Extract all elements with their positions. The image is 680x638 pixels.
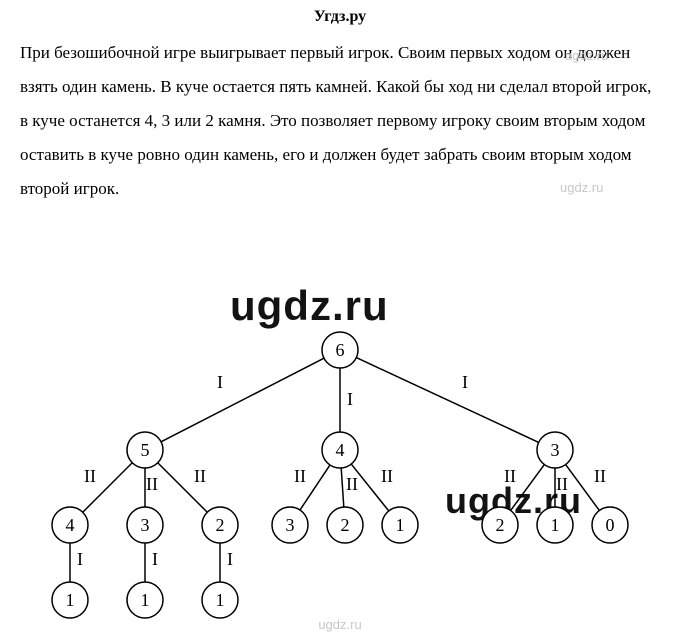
edge-label: I [77,549,83,569]
edge-label: II [594,466,606,486]
explanation-paragraph: При безошибочной игре выигрывает первый … [0,26,680,206]
header-title: Угдз.ру [314,8,366,25]
tree-node-label: 4 [336,440,345,460]
edge-label: I [462,372,468,392]
tree-node-label: 2 [341,515,350,535]
tree-node-label: 3 [551,440,560,460]
edge-label: II [381,466,393,486]
tree-edge [356,358,538,443]
tree-node-label: 4 [66,515,75,535]
paragraph-text: При безошибочной игре выигрывает первый … [20,43,651,198]
tree-node-label: 2 [216,515,225,535]
edge-label: II [346,474,358,494]
edge-label: II [504,466,516,486]
tree-node-label: 1 [66,590,75,610]
tree-edge [341,468,344,507]
tree-node-label: 1 [216,590,225,610]
edge-label: II [194,466,206,486]
edge-label: II [556,474,568,494]
tree-node-label: 2 [496,515,505,535]
edge-label: II [294,466,306,486]
tree-node-label: 1 [396,515,405,535]
edge-label: I [227,549,233,569]
tree-edge [161,358,324,442]
edge-label: I [347,389,353,409]
footer-watermark: ugdz.ru [0,617,680,632]
tree-node-label: 0 [606,515,615,535]
tree-node-label: 5 [141,440,150,460]
game-tree-diagram: IIIIIIIIIIIIIIIIIIIIIIII6543432321210111 [0,310,680,620]
tree-node-label: 3 [141,515,150,535]
edge-label: II [146,474,158,494]
footer-text: ugdz.ru [318,617,361,632]
tree-node-label: 1 [141,590,150,610]
tree-node-label: 3 [286,515,295,535]
page-header: Угдз.ру [0,0,680,26]
tree-node-label: 6 [336,340,345,360]
tree-node-label: 1 [551,515,560,535]
edge-label: I [217,372,223,392]
edge-label: I [152,549,158,569]
edge-label: II [84,466,96,486]
